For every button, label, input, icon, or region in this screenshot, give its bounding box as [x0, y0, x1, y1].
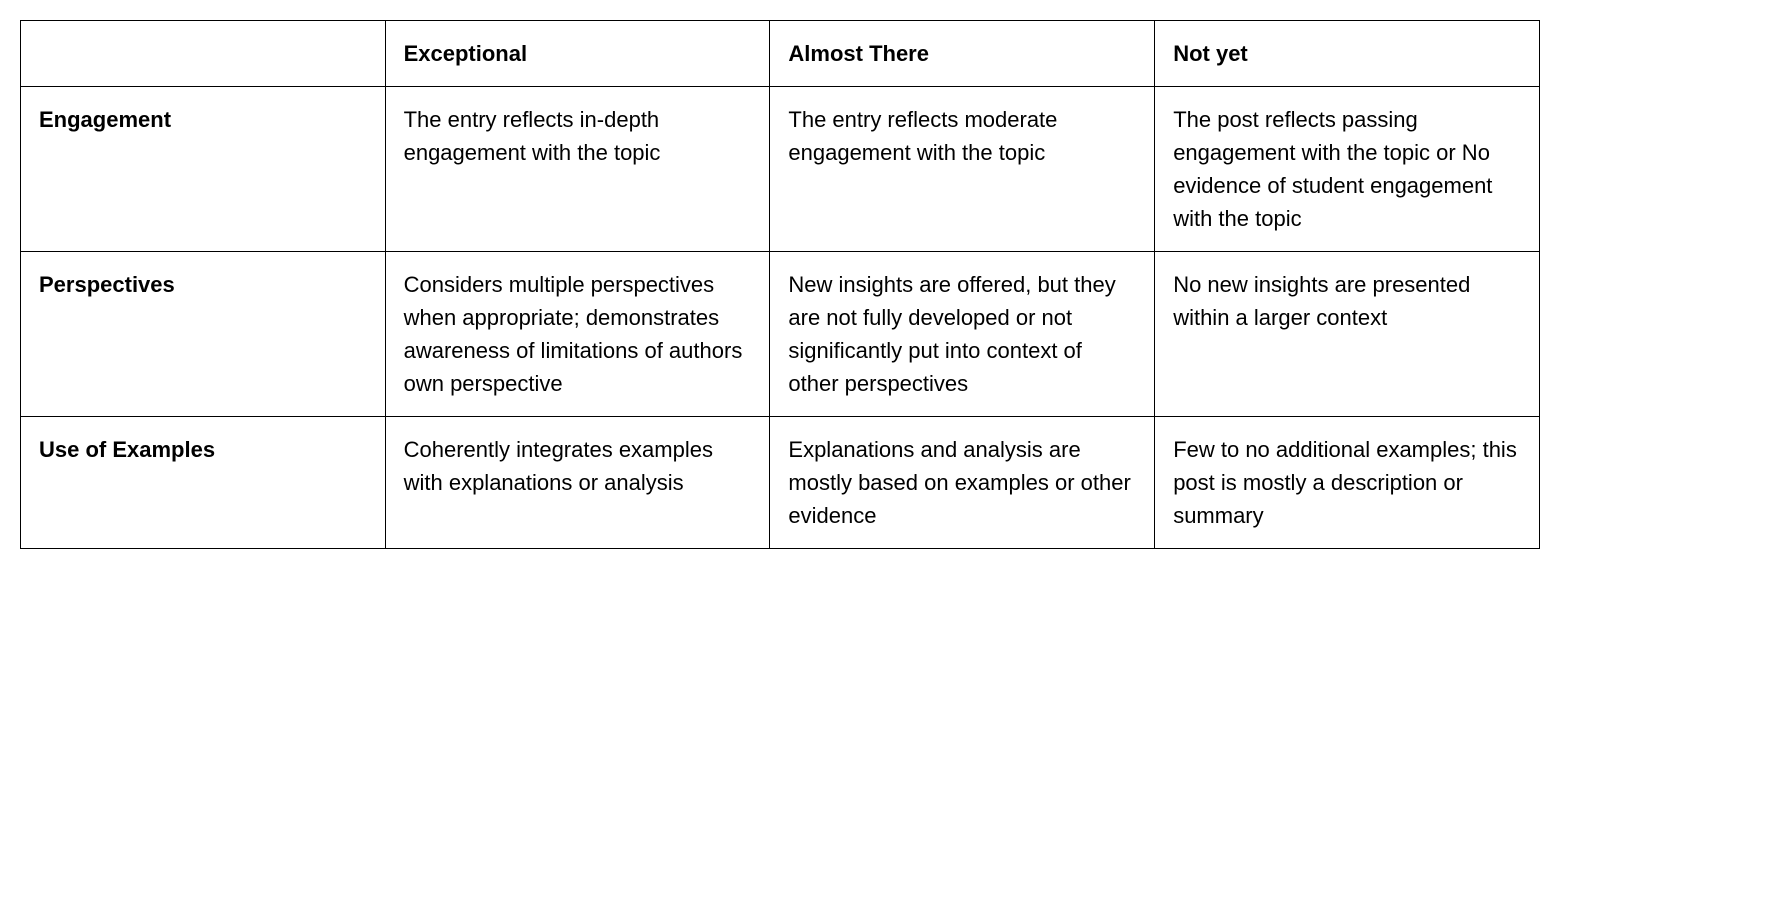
header-almost-there: Almost There: [770, 21, 1155, 87]
rubric-table: Exceptional Almost There Not yet Engagem…: [20, 20, 1540, 549]
header-exceptional: Exceptional: [385, 21, 770, 87]
cell-perspectives-almost-there: New insights are offered, but they are n…: [770, 252, 1155, 417]
cell-examples-almost-there: Explanations and analysis are mostly bas…: [770, 417, 1155, 549]
cell-engagement-not-yet: The post reflects passing engagement wit…: [1155, 87, 1540, 252]
cell-perspectives-exceptional: Considers multiple perspectives when app…: [385, 252, 770, 417]
cell-perspectives-not-yet: No new insights are presented within a l…: [1155, 252, 1540, 417]
table-row: Use of Examples Coherently integrates ex…: [21, 417, 1540, 549]
cell-examples-not-yet: Few to no additional examples; this post…: [1155, 417, 1540, 549]
header-not-yet: Not yet: [1155, 21, 1540, 87]
cell-engagement-almost-there: The entry reflects moderate engagement w…: [770, 87, 1155, 252]
table-row: Perspectives Considers multiple perspect…: [21, 252, 1540, 417]
table-header-row: Exceptional Almost There Not yet: [21, 21, 1540, 87]
cell-examples-exceptional: Coherently integrates examples with expl…: [385, 417, 770, 549]
table-row: Engagement The entry reflects in-depth e…: [21, 87, 1540, 252]
criterion-use-of-examples: Use of Examples: [21, 417, 386, 549]
header-empty: [21, 21, 386, 87]
criterion-perspectives: Perspectives: [21, 252, 386, 417]
criterion-engagement: Engagement: [21, 87, 386, 252]
cell-engagement-exceptional: The entry reflects in-depth engagement w…: [385, 87, 770, 252]
